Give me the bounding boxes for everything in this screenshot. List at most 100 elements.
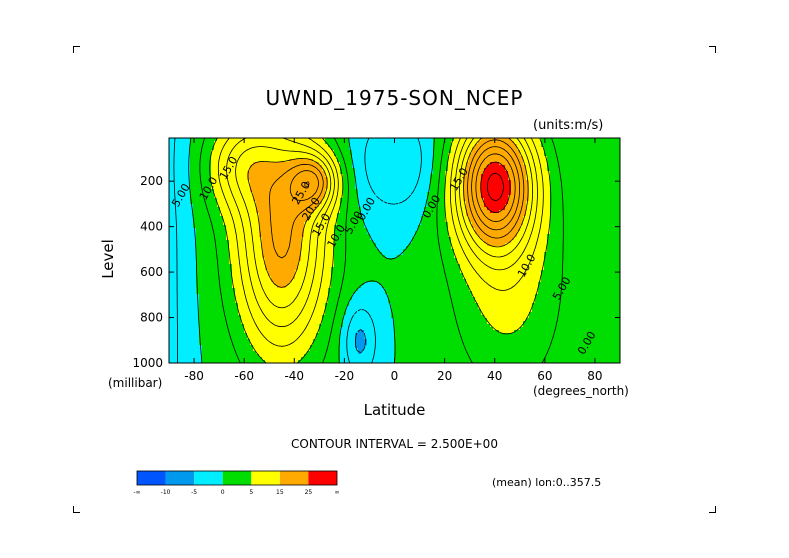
field-cell	[214, 186, 218, 190]
field-cell	[256, 219, 260, 223]
field-cell	[601, 207, 605, 211]
field-cell	[202, 147, 206, 151]
field-cell	[574, 171, 578, 175]
field-cell	[382, 165, 386, 169]
field-cell	[613, 141, 617, 145]
field-cell	[319, 141, 323, 145]
field-cell	[445, 153, 449, 157]
field-cell	[448, 234, 452, 238]
field-cell	[469, 171, 473, 175]
field-cell	[439, 207, 443, 211]
field-cell	[301, 159, 305, 163]
field-cell	[595, 156, 599, 160]
field-cell	[439, 231, 443, 235]
field-cell	[364, 180, 368, 184]
field-cell	[430, 141, 434, 145]
field-cell	[214, 177, 218, 181]
field-cell	[313, 147, 317, 151]
field-cell	[277, 213, 281, 217]
field-cell	[307, 141, 311, 145]
field-cell	[613, 138, 617, 142]
field-cell	[343, 210, 347, 214]
field-cell	[382, 162, 386, 166]
field-cell	[310, 207, 314, 211]
field-cell	[388, 228, 392, 232]
field-cell	[253, 138, 257, 142]
field-cell	[451, 144, 455, 148]
field-cell	[250, 144, 254, 148]
field-cell	[580, 207, 584, 211]
field-cell	[463, 192, 467, 196]
field-cell	[601, 225, 605, 229]
field-cell	[388, 204, 392, 208]
field-cell	[322, 198, 326, 202]
field-cell	[409, 192, 413, 196]
field-cell	[535, 231, 539, 235]
field-cell	[559, 234, 563, 238]
field-cell	[568, 234, 572, 238]
field-cell	[586, 150, 590, 154]
field-cell	[289, 171, 293, 175]
field-cell	[535, 228, 539, 232]
field-cell	[205, 156, 209, 160]
field-cell	[409, 177, 413, 181]
field-cell	[241, 141, 245, 145]
field-cell	[346, 213, 350, 217]
field-cell	[532, 174, 536, 178]
field-cell	[190, 138, 194, 142]
field-cell	[463, 177, 467, 181]
field-cell	[562, 228, 566, 232]
field-cell	[328, 222, 332, 226]
field-cell	[334, 210, 338, 214]
field-cell	[229, 216, 233, 220]
field-cell	[385, 147, 389, 151]
field-cell	[421, 153, 425, 157]
field-cell	[571, 153, 575, 157]
field-cell	[211, 174, 215, 178]
field-cell	[376, 150, 380, 154]
field-cell	[529, 198, 533, 202]
field-cell	[220, 204, 224, 208]
field-cell	[484, 180, 488, 184]
field-cell	[478, 156, 482, 160]
field-cell	[280, 138, 284, 142]
field-cell	[220, 192, 224, 196]
field-cell	[238, 156, 242, 160]
field-cell	[268, 228, 272, 232]
field-cell	[442, 183, 446, 187]
field-cell	[514, 171, 518, 175]
field-cell	[553, 186, 557, 190]
field-cell	[226, 192, 230, 196]
field-cell	[280, 210, 284, 214]
field-cell	[568, 141, 572, 145]
field-cell	[541, 189, 545, 193]
field-cell	[184, 201, 188, 205]
field-cell	[298, 231, 302, 235]
field-cell	[565, 156, 569, 160]
field-cell	[550, 156, 554, 160]
field-cell	[388, 231, 392, 235]
field-cell	[217, 138, 221, 142]
field-cell	[274, 144, 278, 148]
field-cell	[328, 228, 332, 232]
field-cell	[511, 228, 515, 232]
field-cell	[553, 219, 557, 223]
field-cell	[283, 144, 287, 148]
field-cell	[349, 198, 353, 202]
field-cell	[538, 234, 542, 238]
field-cell	[532, 210, 536, 214]
field-cell	[388, 153, 392, 157]
field-cell	[214, 228, 218, 232]
field-cell	[406, 198, 410, 202]
field-cell	[616, 156, 620, 160]
field-cell	[199, 165, 203, 169]
field-cell	[427, 144, 431, 148]
field-cell	[322, 210, 326, 214]
field-cell	[484, 177, 488, 181]
field-cell	[352, 174, 356, 178]
field-cell	[433, 168, 437, 172]
field-cell	[205, 219, 209, 223]
field-cell	[412, 198, 416, 202]
field-cell	[262, 138, 266, 142]
field-cell	[511, 192, 515, 196]
